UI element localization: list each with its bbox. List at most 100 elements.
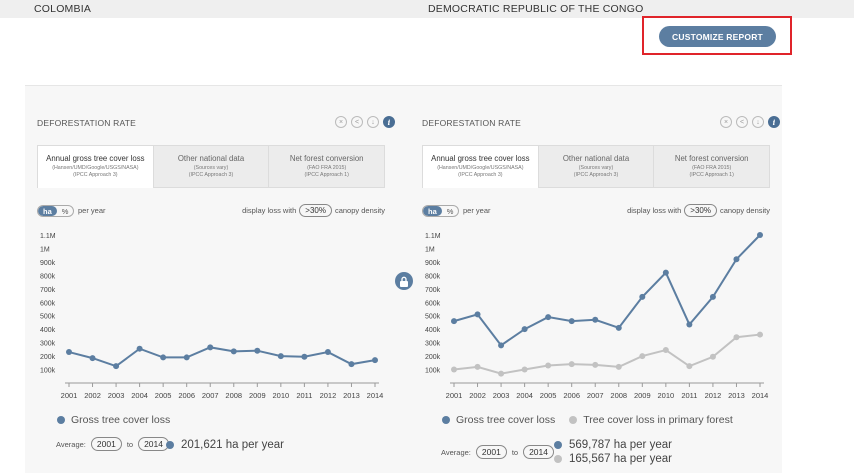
- canopy-density-select[interactable]: >30%: [684, 204, 717, 217]
- data-point: [639, 293, 646, 300]
- legend-dot: [57, 416, 65, 424]
- data-point: [451, 366, 457, 373]
- y-tick-label: 400k: [40, 327, 56, 334]
- tab-net-forest-conversion[interactable]: Net forest conversion (FAO FRA 2015) (IP…: [654, 145, 771, 188]
- data-point: [615, 363, 622, 370]
- average-value-row: 569,787 ha per year: [554, 438, 672, 452]
- average-start-year-select[interactable]: 2001: [475, 445, 507, 459]
- unit-ha-button[interactable]: ha: [423, 206, 442, 216]
- average-end-year-select[interactable]: 2014: [138, 437, 169, 451]
- info-icon[interactable]: i: [768, 116, 780, 128]
- data-point: [662, 269, 669, 276]
- canopy-density-control: display loss with >30% canopy density: [242, 204, 385, 217]
- customize-report-highlight: CUSTOMIZE REPORT: [642, 16, 792, 55]
- tab-other-national-data[interactable]: Other national data (Sources vary) (IPCC…: [153, 145, 270, 188]
- data-point: [615, 324, 622, 331]
- average-value: 201,621 ha per year: [181, 439, 284, 451]
- country-header-bar: COLOMBIA DEMOCRATIC REPUBLIC OF THE CONG…: [0, 0, 854, 18]
- download-icon[interactable]: ↓: [752, 116, 764, 128]
- tab-approach: (IPCC Approach 3): [458, 172, 503, 178]
- average-end-year-select[interactable]: 2014: [523, 445, 554, 459]
- customize-report-button[interactable]: CUSTOMIZE REPORT: [659, 26, 776, 47]
- y-tick-label: 200k: [40, 354, 56, 361]
- y-tick-label: 900k: [40, 260, 56, 267]
- data-point: [686, 363, 693, 370]
- x-tick-label: 2008: [225, 391, 242, 400]
- data-point: [757, 232, 763, 238]
- unit-percent-button[interactable]: %: [446, 206, 454, 216]
- y-tick-label: 800k: [40, 273, 56, 280]
- x-tick-label: 2007: [202, 391, 219, 400]
- info-icon[interactable]: i: [383, 116, 395, 128]
- data-point: [686, 321, 693, 328]
- x-tick-label: 2001: [61, 391, 78, 400]
- unit-toggle: ha %: [37, 205, 75, 217]
- tree-cover-loss-chart: 2001 2002 2003 2004 2005 2006 2007 2008 2009 2010…: [425, 232, 768, 400]
- canopy-density-control: display loss with >30% canopy density: [627, 204, 770, 217]
- data-point: [348, 361, 355, 368]
- unit-percent-button[interactable]: %: [61, 206, 69, 216]
- source-tabs: Annual gross tree cover loss (Hansen/UMD…: [422, 145, 771, 188]
- x-tick-label: 2006: [563, 391, 580, 400]
- source-tabs: Annual gross tree cover loss (Hansen/UMD…: [37, 145, 386, 188]
- x-tick-label: 2002: [84, 391, 101, 400]
- average-dot: [166, 441, 174, 449]
- canopy-density-select[interactable]: >30%: [299, 204, 332, 217]
- average-dot: [554, 455, 562, 463]
- y-tick-label: 100k: [40, 368, 56, 375]
- share-icon[interactable]: <: [736, 116, 748, 128]
- data-point: [89, 355, 96, 362]
- series-line: [453, 333, 761, 375]
- tab-source: (Hansen/UMD/Google/USGS/NASA): [52, 165, 139, 171]
- x-tick-label: 2009: [634, 391, 651, 400]
- unit-ha-button[interactable]: ha: [38, 206, 57, 216]
- legend-label: Tree cover loss in primary forest: [583, 414, 733, 426]
- data-point: [136, 345, 143, 352]
- data-point: [254, 347, 261, 354]
- y-tick-label: 700k: [425, 287, 441, 294]
- lock-glyph: [400, 276, 408, 287]
- average-value: 569,787 ha per year: [569, 439, 672, 451]
- lock-icon[interactable]: [395, 272, 413, 290]
- x-tick-label: 2009: [249, 391, 266, 400]
- tab-annual-gross-loss[interactable]: Annual gross tree cover loss (Hansen/UMD…: [422, 145, 539, 188]
- x-tick-label: 2014: [367, 391, 384, 400]
- data-point: [545, 314, 552, 321]
- data-point: [474, 311, 481, 318]
- legend-dot: [442, 416, 450, 424]
- tab-net-forest-conversion[interactable]: Net forest conversion (FAO FRA 2015) (IP…: [269, 145, 386, 188]
- series-line: [453, 234, 761, 347]
- density-prefix: display loss with: [627, 206, 682, 215]
- x-tick-label: 2008: [610, 391, 627, 400]
- y-tick-label: 700k: [40, 287, 56, 294]
- average-label: Average:: [56, 439, 86, 449]
- x-tick-label: 2010: [658, 391, 675, 400]
- y-tick-label: 900k: [425, 260, 441, 267]
- tab-approach: (IPCC Approach 1): [689, 172, 734, 178]
- data-point: [277, 353, 284, 360]
- download-icon[interactable]: ↓: [367, 116, 379, 128]
- data-point: [207, 344, 214, 351]
- legend-dot: [569, 416, 578, 424]
- tab-other-national-data[interactable]: Other national data (Sources vary) (IPCC…: [538, 145, 655, 188]
- per-year-label: per year: [78, 206, 106, 215]
- close-icon[interactable]: ×: [335, 116, 347, 128]
- legend-item: Gross tree cover loss: [442, 414, 555, 426]
- close-icon[interactable]: ×: [720, 116, 732, 128]
- y-tick-label: 1.1M: [40, 233, 56, 240]
- tab-annual-gross-loss[interactable]: Annual gross tree cover loss (Hansen/UMD…: [37, 145, 154, 188]
- data-point: [451, 318, 457, 325]
- share-icon[interactable]: <: [351, 116, 363, 128]
- tab-label: Other national data: [562, 154, 630, 163]
- y-tick-label: 1M: [425, 246, 435, 253]
- data-point: [498, 342, 505, 349]
- data-point: [733, 334, 740, 341]
- country-name-left: COLOMBIA: [34, 3, 92, 15]
- data-point: [568, 361, 575, 368]
- widget-actions: × < ↓ i: [720, 116, 780, 128]
- y-tick-label: 500k: [425, 314, 441, 321]
- y-tick-label: 500k: [40, 314, 56, 321]
- data-point: [545, 362, 552, 369]
- average-start-year-select[interactable]: 2001: [90, 437, 122, 451]
- deforestation-widget-right: DEFORESTATION RATE × < ↓ i Annual gross …: [422, 86, 782, 473]
